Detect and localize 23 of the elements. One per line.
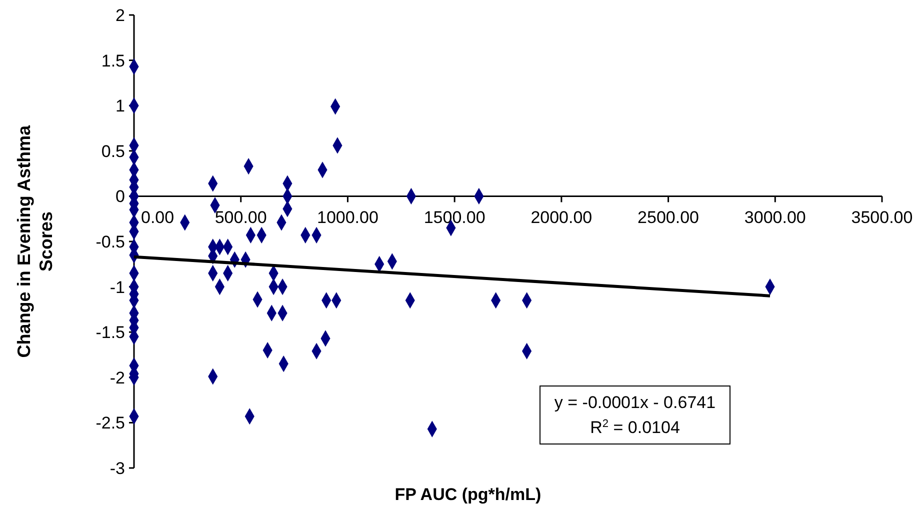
annotation: R$^{2}$ = 0.0104 [590, 418, 680, 437]
y-tick-label: -1 [110, 278, 125, 297]
x-tick-label: 500.00 [214, 208, 267, 228]
x-tick-label: 1500.00 [424, 208, 486, 228]
x-tick-label: 1000.00 [316, 208, 378, 228]
y-tick-label: 1.5 [101, 51, 125, 70]
y-tick-label: -2.5 [96, 414, 125, 433]
y-tick-label: -0.5 [96, 232, 125, 252]
x-tick-label: 2500.00 [638, 208, 700, 228]
y-tick-label: 2 [116, 6, 125, 25]
x-tick-label: 0.00 [141, 208, 174, 228]
y-tick-label: -2 [110, 368, 125, 388]
x-axis-title: FP AUC (pg*h/mL) [394, 485, 542, 504]
y-tick-label: 0.5 [101, 142, 125, 161]
y-axis-title: Change in Evening Asthma Scores [14, 124, 56, 358]
y-tick-label: 1 [116, 96, 125, 116]
x-tick-label: 3000.00 [744, 208, 806, 228]
y-tick-label: 0 [116, 187, 125, 206]
x-tick-label: 3500.00 [851, 208, 913, 228]
y-tick-label: -1.5 [96, 323, 125, 342]
y-tick-label: -3 [110, 459, 125, 478]
x-tick-label: 2000.00 [530, 208, 592, 228]
annotation: y = -0.0001x - 0.6741 [554, 393, 716, 412]
